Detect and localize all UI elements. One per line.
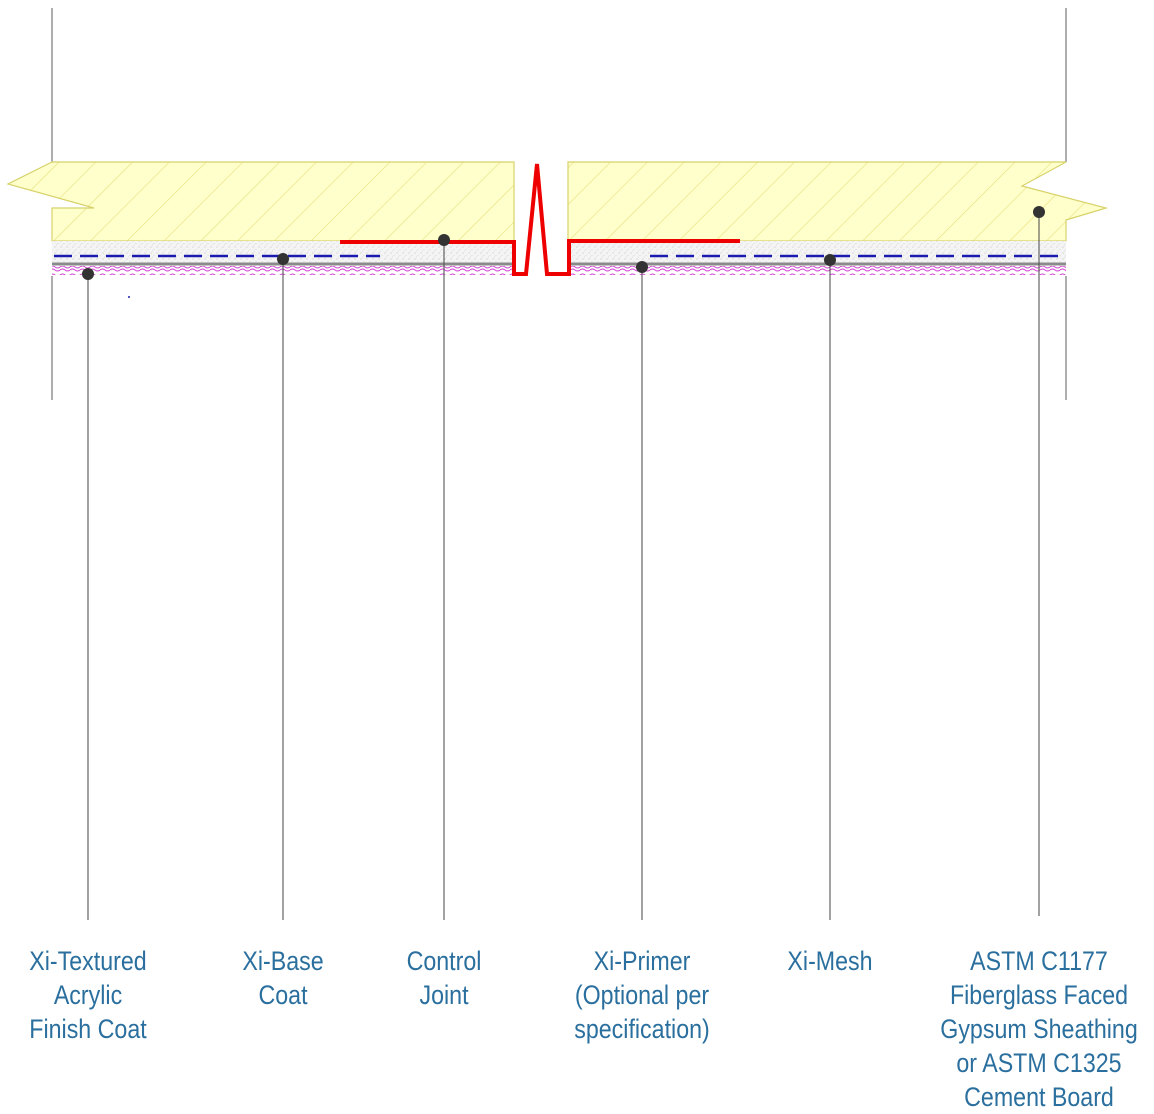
label-primer-line-1: Xi-Primer — [593, 946, 691, 976]
label-base-coat: Xi-Base Coat — [242, 944, 323, 1012]
label-finish-coat: Xi-Textured Acrylic Finish Coat — [29, 944, 146, 1046]
label-sheathing-line-5: Cement Board — [964, 1082, 1114, 1112]
label-finish-line-1: Xi-Textured — [29, 946, 147, 976]
base-coat-right — [568, 241, 1066, 265]
label-sheathing: ASTM C1177 Fiberglass Faced Gypsum Sheat… — [940, 944, 1137, 1114]
dot-basecoat — [277, 253, 289, 265]
label-primer: Xi-Primer (Optional per specification) — [574, 944, 710, 1046]
label-sheathing-line-2: Fiberglass Faced — [949, 980, 1129, 1010]
label-primer-line-3: specification) — [574, 1014, 710, 1044]
label-primer-line-2: (Optional per — [574, 980, 710, 1010]
label-sheathing-line-3: Gypsum Sheathing — [940, 1014, 1138, 1044]
label-joint-line-1: Control — [406, 946, 482, 976]
control-joint-profile — [340, 163, 740, 276]
label-sheathing-line-4: or ASTM C1325 — [956, 1048, 1122, 1078]
label-control-joint: Control Joint — [407, 944, 482, 1012]
label-basecoat-line-2: Coat — [258, 980, 308, 1010]
finish-coat-left — [52, 266, 512, 275]
dot-primer — [636, 261, 648, 273]
label-basecoat-line-1: Xi-Base — [242, 946, 324, 976]
label-finish-line-2: Acrylic — [53, 980, 123, 1010]
dot-finish — [82, 268, 94, 280]
sheathing-right — [567, 161, 1109, 242]
sheathing-left — [6, 161, 515, 242]
label-joint-line-2: Joint — [419, 980, 469, 1010]
dot-mesh — [824, 254, 836, 266]
label-sheathing-line-1: ASTM C1177 — [970, 946, 1108, 976]
label-finish-line-3: Finish Coat — [29, 1014, 147, 1044]
label-mesh-line-1: Xi-Mesh — [787, 946, 873, 976]
dot-joint — [438, 234, 450, 246]
dot-sheathing — [1033, 206, 1045, 218]
finish-coat-right — [570, 266, 1066, 275]
label-mesh: Xi-Mesh — [787, 944, 872, 978]
